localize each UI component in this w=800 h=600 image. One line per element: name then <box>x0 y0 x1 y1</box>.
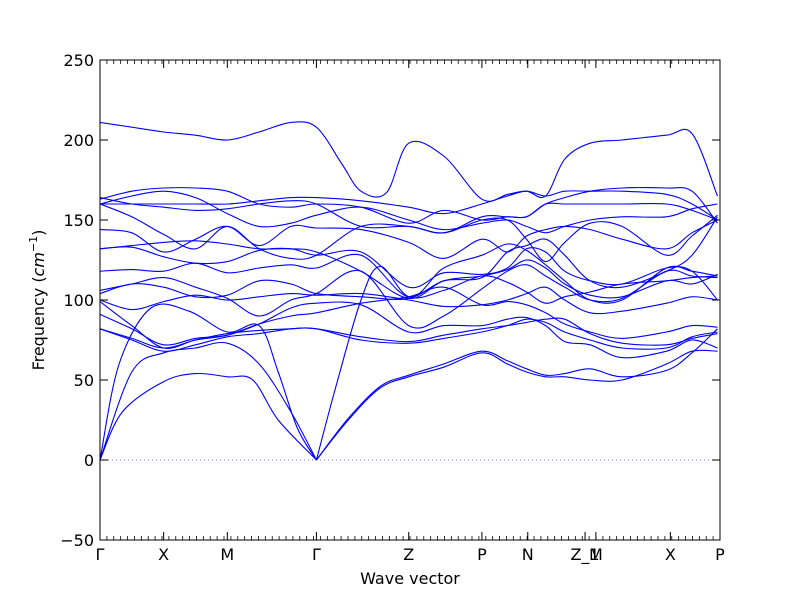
phonon-branch-2 <box>99 342 317 461</box>
phonon-branch-11 <box>99 286 718 315</box>
phonon-branch-16 <box>99 216 718 299</box>
x-axis-label: Wave vector <box>360 569 460 588</box>
phonon-branch-10 <box>99 286 718 349</box>
y-tick-labels: −50 0 50 100 150 200 250 <box>60 51 94 550</box>
phonon-branch-23 <box>99 121 719 202</box>
phonon-branch-4 <box>315 349 718 461</box>
y-tick-label: 250 <box>63 51 94 70</box>
phonon-branch-17 <box>99 219 718 259</box>
x-tick-label: P <box>477 545 487 564</box>
phonon-branch-5 <box>315 328 718 461</box>
phonon-branch-9 <box>99 301 718 359</box>
y-tick-label: 150 <box>63 211 94 230</box>
series-layer <box>99 121 719 461</box>
plot-frame <box>99 59 721 541</box>
x-tick-label: X <box>665 545 676 564</box>
phonon-branch-6 <box>315 265 718 461</box>
y-axis-label-text: Frequency ( <box>29 276 48 370</box>
x-tick-label: Γ <box>312 545 321 564</box>
phonon-branch-13 <box>99 264 718 329</box>
y-tick-label: 200 <box>63 131 94 150</box>
phonon-branch-7 <box>99 317 718 352</box>
phonon-branch-1 <box>99 372 317 461</box>
x-tick-label: X <box>158 545 169 564</box>
phonon-branch-21 <box>99 187 718 224</box>
y-axis-label: Frequency (cm−1) <box>27 230 48 371</box>
phonon-branch-3 <box>99 303 317 461</box>
x-tick-labels: Γ X M Γ Z P N Z_1M X P <box>96 545 726 565</box>
y-tick-label: 0 <box>84 451 94 470</box>
y-axis-label-unit: cm <box>29 252 48 276</box>
x-tick-label: M <box>589 545 603 564</box>
phonon-branch-22 <box>100 190 718 221</box>
y-tick-label: −50 <box>60 531 94 550</box>
phonon-branch-14 <box>99 243 718 304</box>
x-tick-label: Z_1 <box>570 545 599 565</box>
y-tick-label: 50 <box>74 371 94 390</box>
x-tick-label: M <box>220 545 234 564</box>
phonon-branch-15 <box>99 246 718 301</box>
y-axis-label-unit-exponent: −1 <box>27 236 40 252</box>
y-axis-label-close: ) <box>29 230 48 236</box>
phonon-branch-20 <box>99 197 718 234</box>
x-tick-label: Z <box>403 545 414 564</box>
y-tick-label: 100 <box>63 291 94 310</box>
high-symmetry-lines <box>164 60 671 540</box>
x-tick-label: P <box>715 545 725 564</box>
x-tick-label: Γ <box>96 545 105 564</box>
phonon-branch-19 <box>99 190 718 234</box>
x-tick-label: N <box>522 545 534 564</box>
